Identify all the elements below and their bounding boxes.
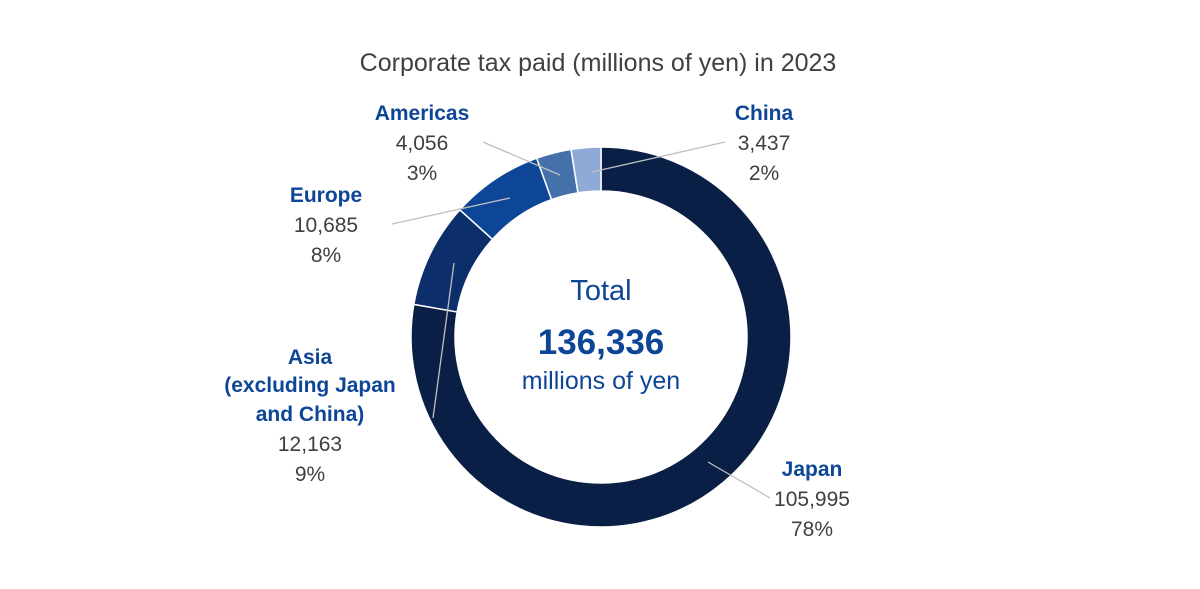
center-total-label: Total: [570, 275, 631, 307]
slice-label-asia-line-3: and China): [256, 403, 365, 426]
center-total-unit: millions of yen: [522, 367, 680, 395]
center-annotation: Total 136,336 millions of yen: [522, 275, 680, 395]
slice-label-japan: Japan: [782, 458, 843, 481]
slice-value-americas: 4,056: [396, 132, 449, 155]
slice-percent-china: 2%: [749, 162, 779, 185]
leader-line-europe: [391, 197, 511, 225]
leader-line-asia: [432, 262, 455, 419]
slice-label-americas: Americas: [375, 102, 470, 125]
leader-line-americas: [482, 141, 561, 176]
slice-china: [570, 146, 602, 194]
slice-value-europe: 10,685: [294, 214, 358, 237]
leader-line-china: [591, 141, 726, 173]
slice-labels: Japan 105,995 78% Asia (excluding Japan and C…: [224, 102, 850, 541]
chart-title: Corporate tax paid (millions of yen) in …: [360, 49, 837, 77]
slice-value-asia: 12,163: [278, 433, 342, 456]
leader-line-japan: [707, 461, 771, 499]
slice-percent-europe: 8%: [311, 244, 341, 267]
slice-percent-japan: 78%: [791, 518, 833, 541]
leader-lines: [391, 141, 771, 499]
slice-japan: [410, 146, 792, 528]
slice-value-japan: 105,995: [774, 488, 850, 511]
slice-label-china: China: [735, 102, 794, 125]
slice-label-asia-line-2: (excluding Japan: [224, 374, 396, 397]
slice-label-europe: Europe: [290, 184, 362, 207]
slice-percent-americas: 3%: [407, 162, 437, 185]
slice-value-china: 3,437: [738, 132, 791, 155]
center-total-value: 136,336: [538, 323, 665, 362]
slice-percent-asia: 9%: [295, 463, 325, 486]
slice-label-asia-line-1: Asia: [288, 346, 333, 369]
